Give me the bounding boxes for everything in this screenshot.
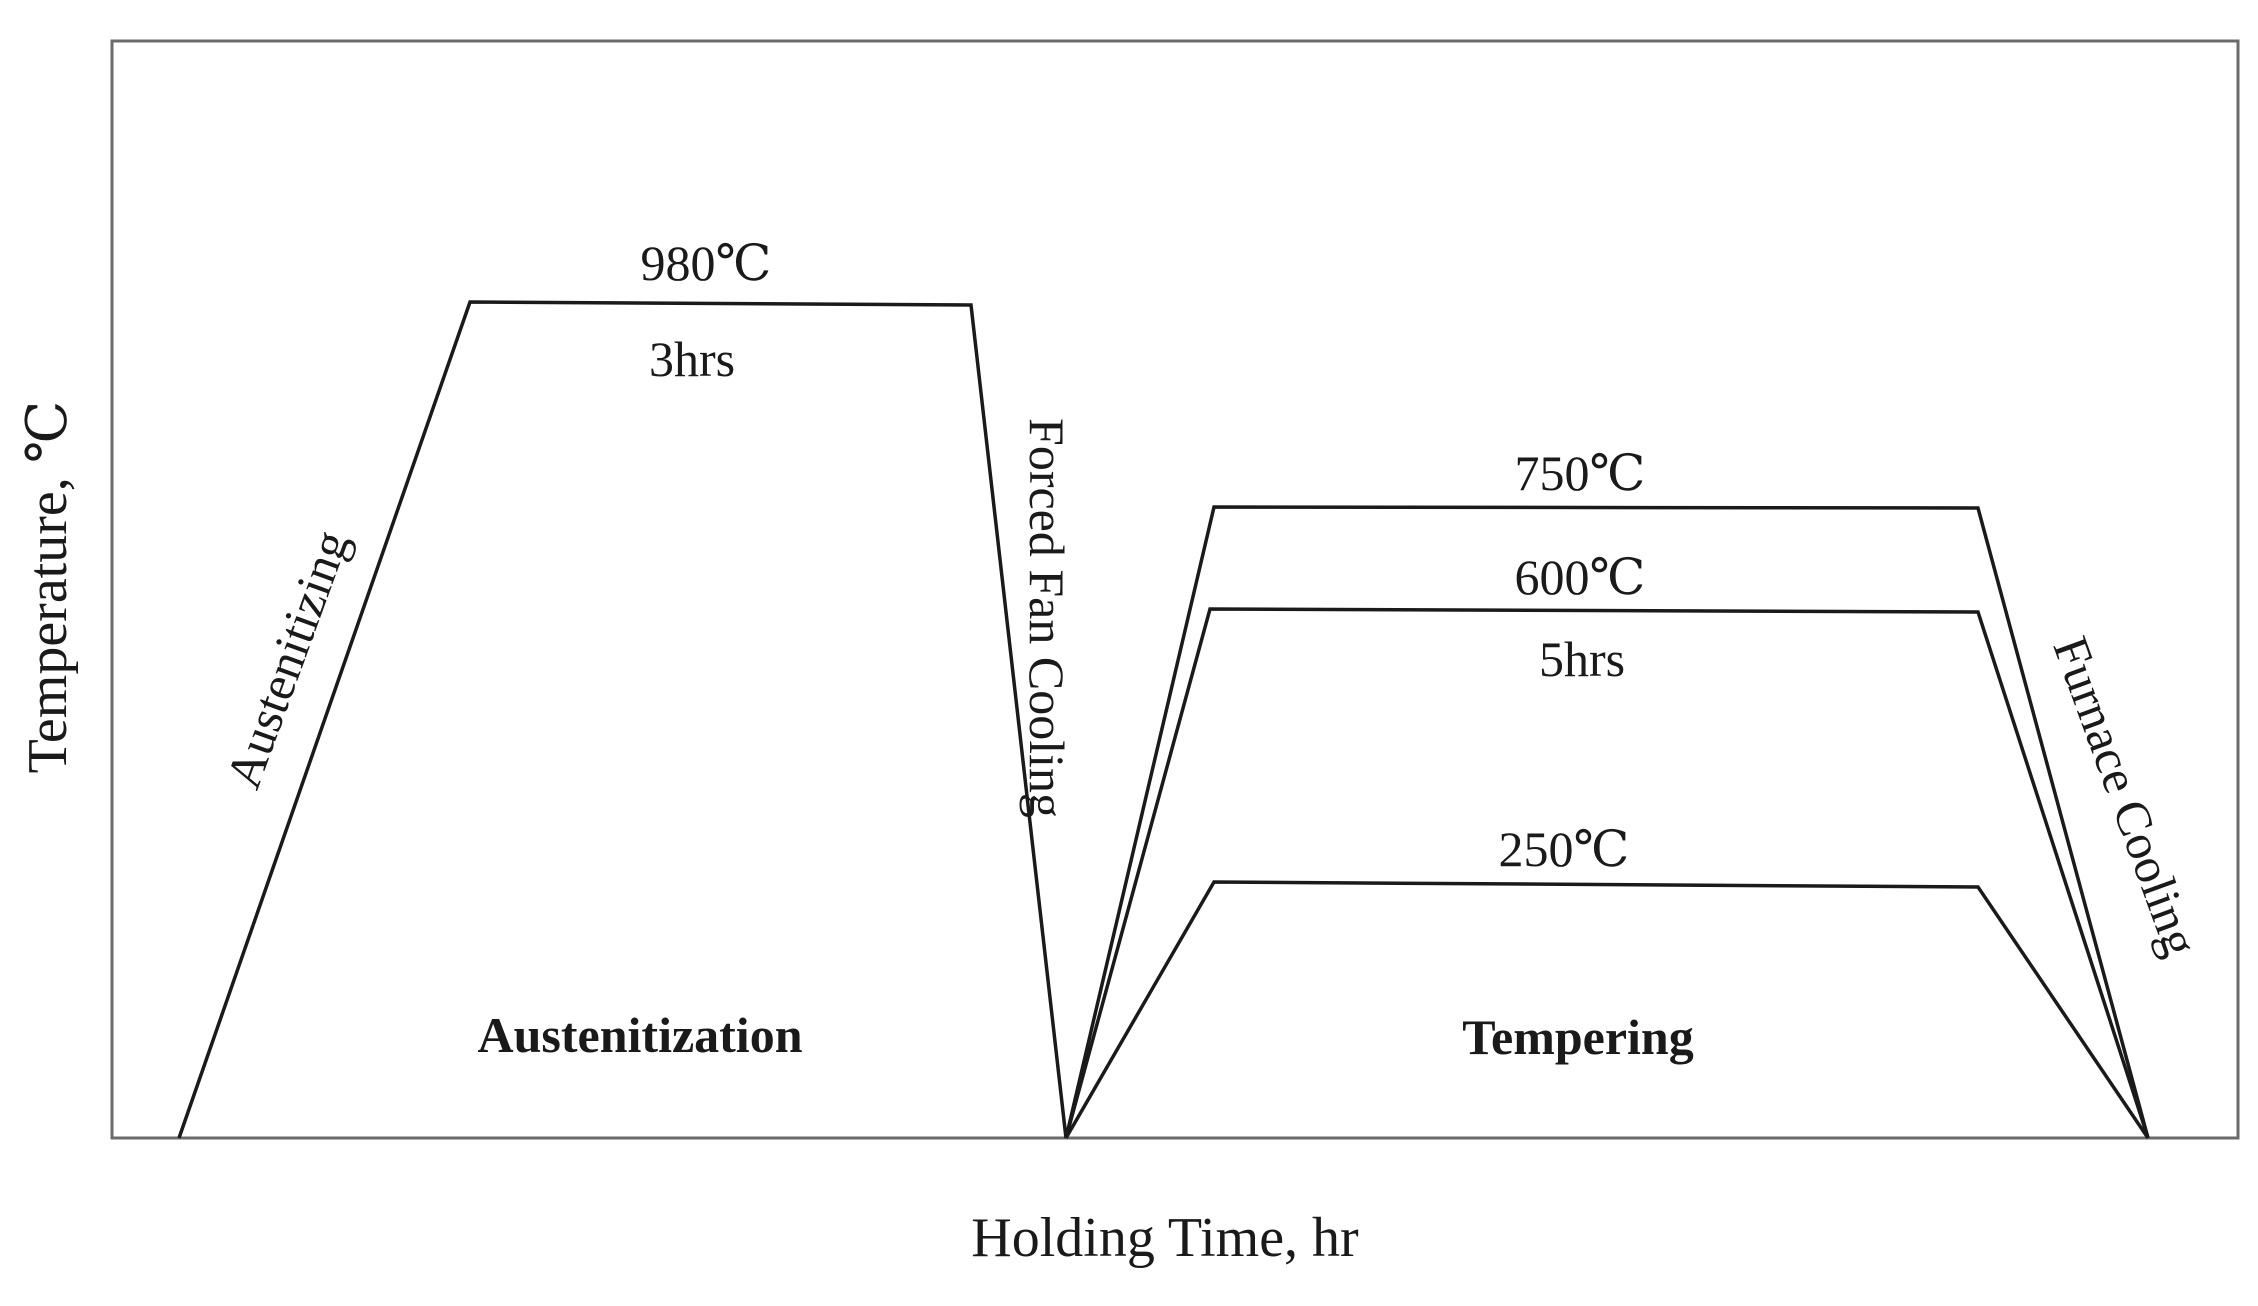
austenitizing-heating-label: Austenitizing bbox=[215, 523, 360, 795]
tempering-temperature-600-label: 600℃ bbox=[1515, 549, 1646, 605]
furnace-cooling-label: Furnace Cooling bbox=[2042, 629, 2209, 963]
tempering-duration-label: 5hrs bbox=[1539, 631, 1625, 687]
austenitization-phase-label: Austenitization bbox=[478, 1007, 803, 1063]
y-axis-title: Temperature, ℃ bbox=[17, 401, 79, 774]
tempering-temperature-750-label: 750℃ bbox=[1515, 445, 1646, 501]
austenitization-curve bbox=[177, 300, 1068, 1139]
x-axis-title: Holding Time, hr bbox=[971, 1207, 1359, 1269]
plot-frame bbox=[110, 39, 2240, 1140]
tempering-curve-600 bbox=[1064, 607, 2150, 1139]
austenitization-temperature-label: 980℃ bbox=[641, 235, 772, 291]
tempering-temperature-250-label: 250℃ bbox=[1499, 821, 1630, 877]
tempering-curve-750 bbox=[1064, 505, 2150, 1139]
tempering-phase-label: Tempering bbox=[1462, 1009, 1694, 1065]
tempering-curve-250 bbox=[1064, 880, 2150, 1139]
forced-fan-cooling-label: Forced Fan Cooling bbox=[1019, 418, 1075, 818]
austenitization-duration-label: 3hrs bbox=[649, 331, 735, 387]
